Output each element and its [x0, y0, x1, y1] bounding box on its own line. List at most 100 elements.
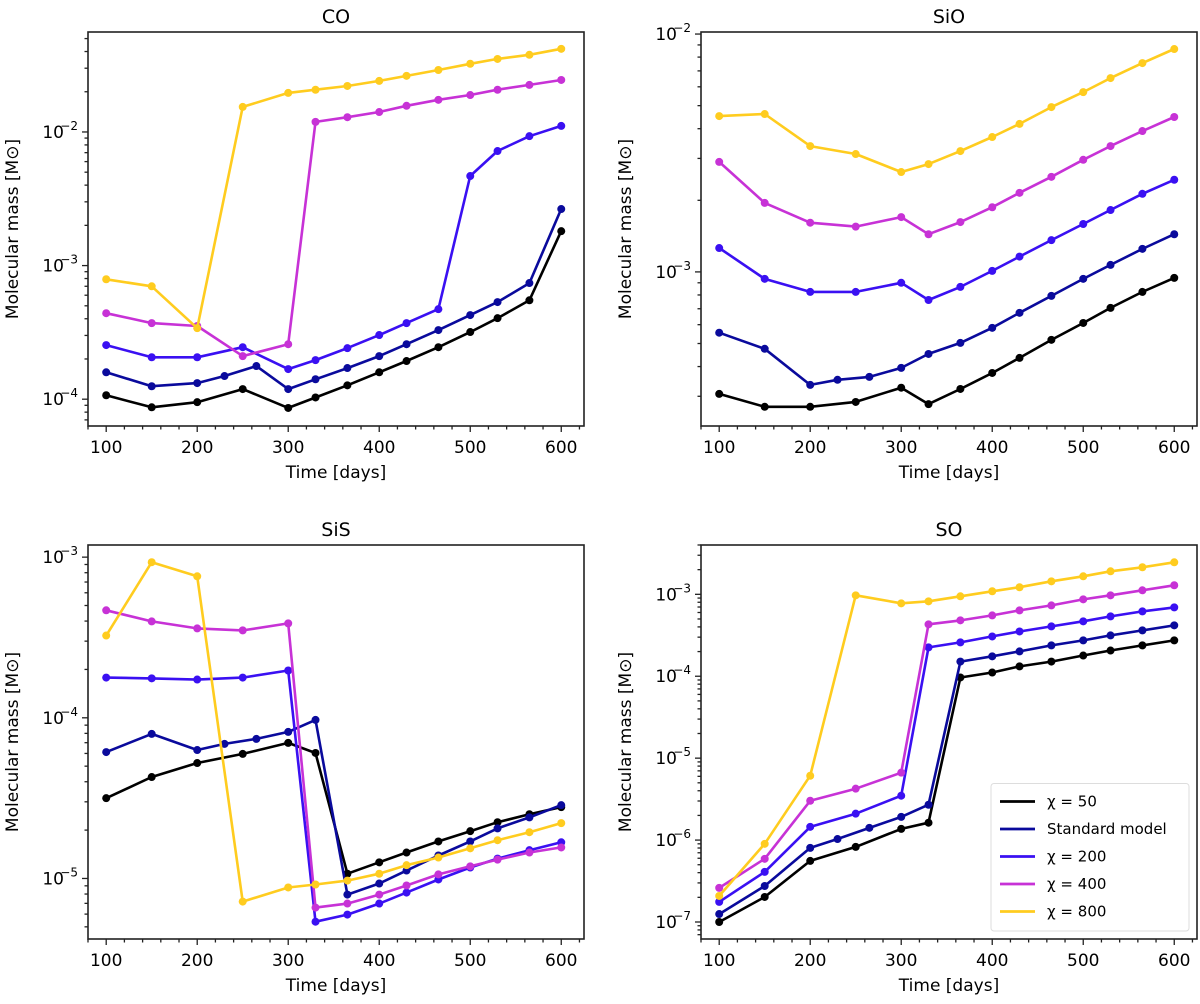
data-point: [956, 657, 965, 666]
data-point: [1138, 607, 1147, 616]
data-point: [1138, 287, 1147, 296]
data-point: [147, 403, 156, 412]
data-point: [147, 282, 156, 291]
y-axis-label: Molecular mass [M⊙]: [616, 652, 636, 832]
data-point: [193, 759, 202, 768]
series-line-4: [718, 561, 1175, 897]
y-tick-exponent: −4: [60, 705, 78, 719]
y-tick-exponent: −3: [60, 544, 78, 558]
data-point: [1079, 572, 1088, 581]
data-point: [311, 85, 320, 94]
data-point: [760, 110, 769, 119]
series-line-3: [105, 78, 562, 358]
data-point: [311, 880, 320, 889]
data-point: [434, 343, 443, 352]
y-tick-label: 10: [42, 390, 64, 410]
data-point: [284, 88, 293, 97]
data-point: [1170, 175, 1179, 184]
chart-title: SiO: [933, 6, 965, 28]
data-point: [557, 801, 566, 810]
data-point: [988, 652, 997, 661]
data-point: [493, 54, 502, 63]
data-point: [311, 375, 320, 384]
legend-label: χ = 50: [1047, 793, 1097, 811]
axes-frame: [87, 31, 585, 427]
x-tick-label: 500: [454, 951, 486, 971]
axes-frame: [700, 544, 1198, 940]
data-point: [760, 198, 769, 207]
data-point: [375, 890, 384, 899]
data-point: [466, 862, 475, 871]
data-point: [715, 244, 724, 253]
data-point: [1079, 636, 1088, 645]
y-tick-label: 10: [42, 709, 64, 729]
data-point: [806, 142, 815, 151]
x-tick-label: 500: [454, 438, 486, 458]
x-tick-label: 400: [363, 438, 395, 458]
data-point: [147, 674, 156, 683]
x-tick-label: 200: [794, 951, 826, 971]
data-point: [715, 328, 724, 337]
data-point: [988, 368, 997, 377]
data-point: [1106, 206, 1115, 215]
data-point: [147, 353, 156, 362]
x-tick-label: 600: [1158, 951, 1190, 971]
data-point: [375, 352, 384, 361]
data-point: [851, 287, 860, 296]
y-tick-label: 10: [42, 869, 64, 889]
series-line-4: [719, 47, 1175, 174]
data-point: [988, 587, 997, 596]
data-point: [493, 298, 502, 307]
data-point: [1138, 641, 1147, 650]
data-point: [897, 768, 906, 777]
data-point: [806, 822, 815, 831]
data-point: [924, 818, 933, 827]
data-point: [956, 338, 965, 347]
data-point: [956, 384, 965, 393]
data-point: [102, 748, 111, 757]
data-point: [956, 282, 965, 291]
data-point: [238, 673, 247, 682]
data-point: [988, 266, 997, 275]
y-tick-exponent: −3: [673, 581, 691, 595]
series-line-4: [105, 560, 562, 903]
data-point: [493, 314, 502, 323]
series-line-0: [718, 276, 1175, 409]
data-point: [897, 791, 906, 800]
data-point: [193, 379, 202, 388]
data-point: [1015, 353, 1024, 362]
x-tick-label: 100: [90, 438, 122, 458]
data-point: [147, 319, 156, 328]
data-point: [402, 340, 411, 349]
data-point: [924, 620, 933, 629]
data-point: [284, 365, 293, 374]
data-point: [193, 398, 202, 407]
y-tick-label: 10: [655, 831, 677, 851]
legend: χ = 50 Standard model χ = 200 χ = 400 χ = 80…: [990, 783, 1190, 932]
data-point: [375, 108, 384, 117]
data-point: [238, 343, 247, 352]
data-point: [988, 611, 997, 620]
data-point: [284, 403, 293, 412]
data-point: [1079, 318, 1088, 327]
data-point: [220, 739, 229, 748]
data-point: [865, 372, 874, 381]
data-point: [715, 112, 724, 121]
series-group: [102, 44, 566, 412]
data-point: [557, 44, 566, 53]
data-point: [1079, 617, 1088, 626]
data-point: [1138, 189, 1147, 198]
data-point: [402, 357, 411, 366]
x-tick-label: 300: [885, 951, 917, 971]
data-point: [1015, 188, 1024, 197]
data-point: [1047, 622, 1056, 631]
data-point: [760, 882, 769, 891]
x-axis-label: Time [days]: [285, 463, 386, 483]
data-point: [1047, 236, 1056, 245]
y-axis-label: Molecular mass [M⊙]: [616, 139, 636, 319]
data-point: [1015, 583, 1024, 592]
data-point: [715, 897, 724, 906]
data-point: [1015, 252, 1024, 261]
